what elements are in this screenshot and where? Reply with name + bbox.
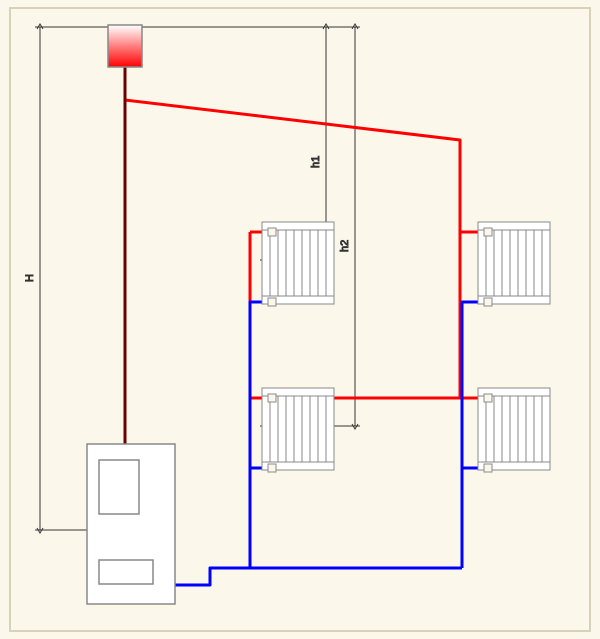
expansion-tank [108,25,142,67]
label-H: H [24,274,36,282]
boiler [87,444,175,604]
label-h2: h2 [339,240,351,252]
label-h1: h1 [310,156,322,168]
